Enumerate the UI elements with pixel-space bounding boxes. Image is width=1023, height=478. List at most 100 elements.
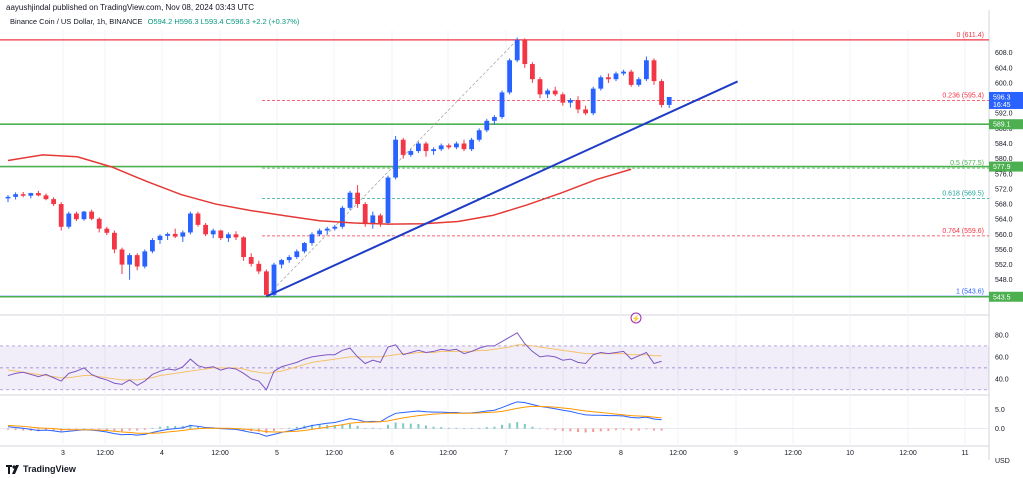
candle-body [575, 100, 581, 110]
price-badge [989, 291, 1023, 302]
candle-body [218, 230, 224, 239]
candle-body [142, 251, 148, 267]
macd-histogram-bar [417, 424, 420, 429]
x-tick-label: 10 [846, 450, 854, 457]
publisher-line: aayushjindal published on TradingView.co… [6, 3, 255, 12]
macd-histogram-bar [265, 428, 268, 434]
macd-histogram-bar [356, 425, 359, 429]
candle-body [522, 39, 528, 65]
macd-y-tick-label: 0.0 [995, 426, 1005, 433]
candle-body [324, 228, 330, 231]
candle-body [499, 92, 505, 118]
x-tick-label: 12:00 [439, 450, 457, 457]
candle-body [264, 271, 269, 295]
price-badge-label: 589.1 [993, 122, 1011, 129]
price-badge-label: 543.5 [993, 294, 1011, 301]
candle-body [408, 151, 414, 155]
y-tick-label: 576.0 [995, 171, 1013, 178]
macd-histogram-bar [379, 428, 382, 430]
macd-histogram-bar [470, 428, 473, 429]
macd-histogram-bar [584, 428, 587, 433]
symbol-label[interactable]: Binance Coin / US Dollar, 1h, BINANCE [10, 17, 143, 26]
candle-body [461, 143, 467, 150]
macd-y-tick-label: 5.0 [995, 407, 1005, 414]
macd-histogram-bar [546, 428, 549, 430]
macd-histogram-bar [280, 428, 283, 430]
candle-body [112, 232, 117, 250]
candle-body [590, 88, 596, 114]
macd-histogram-bar [554, 428, 557, 431]
macd-histogram-bar [409, 423, 412, 429]
macd-histogram-bar [364, 428, 367, 429]
candle-body [469, 139, 474, 150]
rsi-y-tick-label: 80.0 [995, 332, 1009, 339]
candle-body [58, 204, 64, 227]
candle-body [438, 145, 444, 150]
candle-body [20, 194, 26, 196]
candle-body [89, 211, 94, 219]
macd-histogram-bar [599, 428, 602, 432]
ohlc-values: O594.2 H596.3 L593.4 C596.3 +2.2 (+0.37%… [147, 17, 300, 26]
x-tick-label: 9 [734, 450, 738, 457]
y-tick-label: 548.0 [995, 277, 1013, 284]
macd-histogram-bar [14, 428, 17, 431]
candle-body [188, 213, 193, 233]
macd-histogram-bar [440, 427, 443, 429]
brand-label[interactable]: TradingView [23, 464, 76, 474]
candle-body [74, 213, 79, 220]
rsi-line [7, 332, 662, 391]
candle-body [172, 233, 178, 237]
macd-histogram-bar [432, 426, 435, 429]
candle-body [659, 81, 664, 105]
macd-histogram-bar [371, 427, 374, 429]
fib-level-label: 0 (611.4) [957, 32, 985, 39]
macd-histogram-bar [75, 428, 78, 430]
macd-pane [0, 401, 989, 437]
macd-histogram-bar [341, 424, 344, 429]
fib-level-label: 0.764 (559.6) [942, 228, 984, 235]
candle-body [28, 193, 34, 196]
y-tick-label: 560.0 [995, 232, 1013, 239]
candle-body [309, 234, 315, 244]
moving-average-line [7, 154, 632, 225]
macd-histogram-bar [493, 426, 496, 429]
candle-body [104, 228, 110, 233]
price-badge-time: 16:45 [993, 102, 1011, 109]
macd-histogram-bar [7, 428, 9, 430]
macd-histogram-bar [60, 428, 63, 432]
candle-body [302, 243, 307, 252]
x-tick-label: 6 [390, 450, 394, 457]
macd-histogram-bar [121, 428, 123, 432]
macd-histogram-bar [508, 423, 511, 429]
x-tick-label: 12:00 [325, 450, 343, 457]
candle-body [560, 94, 566, 103]
currency-label: USD [995, 458, 1010, 465]
y-tick-label: 608.0 [995, 50, 1013, 57]
macd-histogram-bar [349, 424, 351, 429]
price-axis: 548.0 552.0 556.0 560.0 564.0 568.0 572.0 576.0… [989, 50, 1023, 465]
candle-body [545, 90, 550, 95]
candle-body [36, 193, 41, 196]
candle-body [583, 109, 588, 114]
macd-line [7, 401, 662, 437]
candle-body [279, 260, 284, 265]
y-tick-label: 584.0 [995, 141, 1013, 148]
x-tick-label: 5 [275, 450, 279, 457]
y-tick-label: 588.0 [995, 126, 1013, 133]
time-axis: 3 12:00 4 12:00 5 12:00 6 12:00 7 12:00 8 12:00 9 12:… [61, 450, 969, 457]
macd-histogram-bar [645, 428, 648, 430]
candle-body [134, 255, 140, 267]
macd-histogram-bar [333, 425, 336, 429]
macd-signal-line [7, 405, 662, 434]
macd-histogram-bar [159, 426, 161, 429]
candlestick-pane: 0 (611.4) 0.236 (595.4) 0.5 (577.5) 0.618 (… [0, 32, 989, 324]
y-tick-label: 572.0 [995, 186, 1013, 193]
candle-body [568, 100, 573, 103]
macd-histogram-bar [653, 428, 655, 431]
candle-body [651, 60, 657, 82]
macd-histogram-bar [592, 428, 595, 433]
macd-histogram-bar [273, 428, 275, 431]
candle-body [666, 96, 672, 105]
candle-body [340, 207, 345, 227]
